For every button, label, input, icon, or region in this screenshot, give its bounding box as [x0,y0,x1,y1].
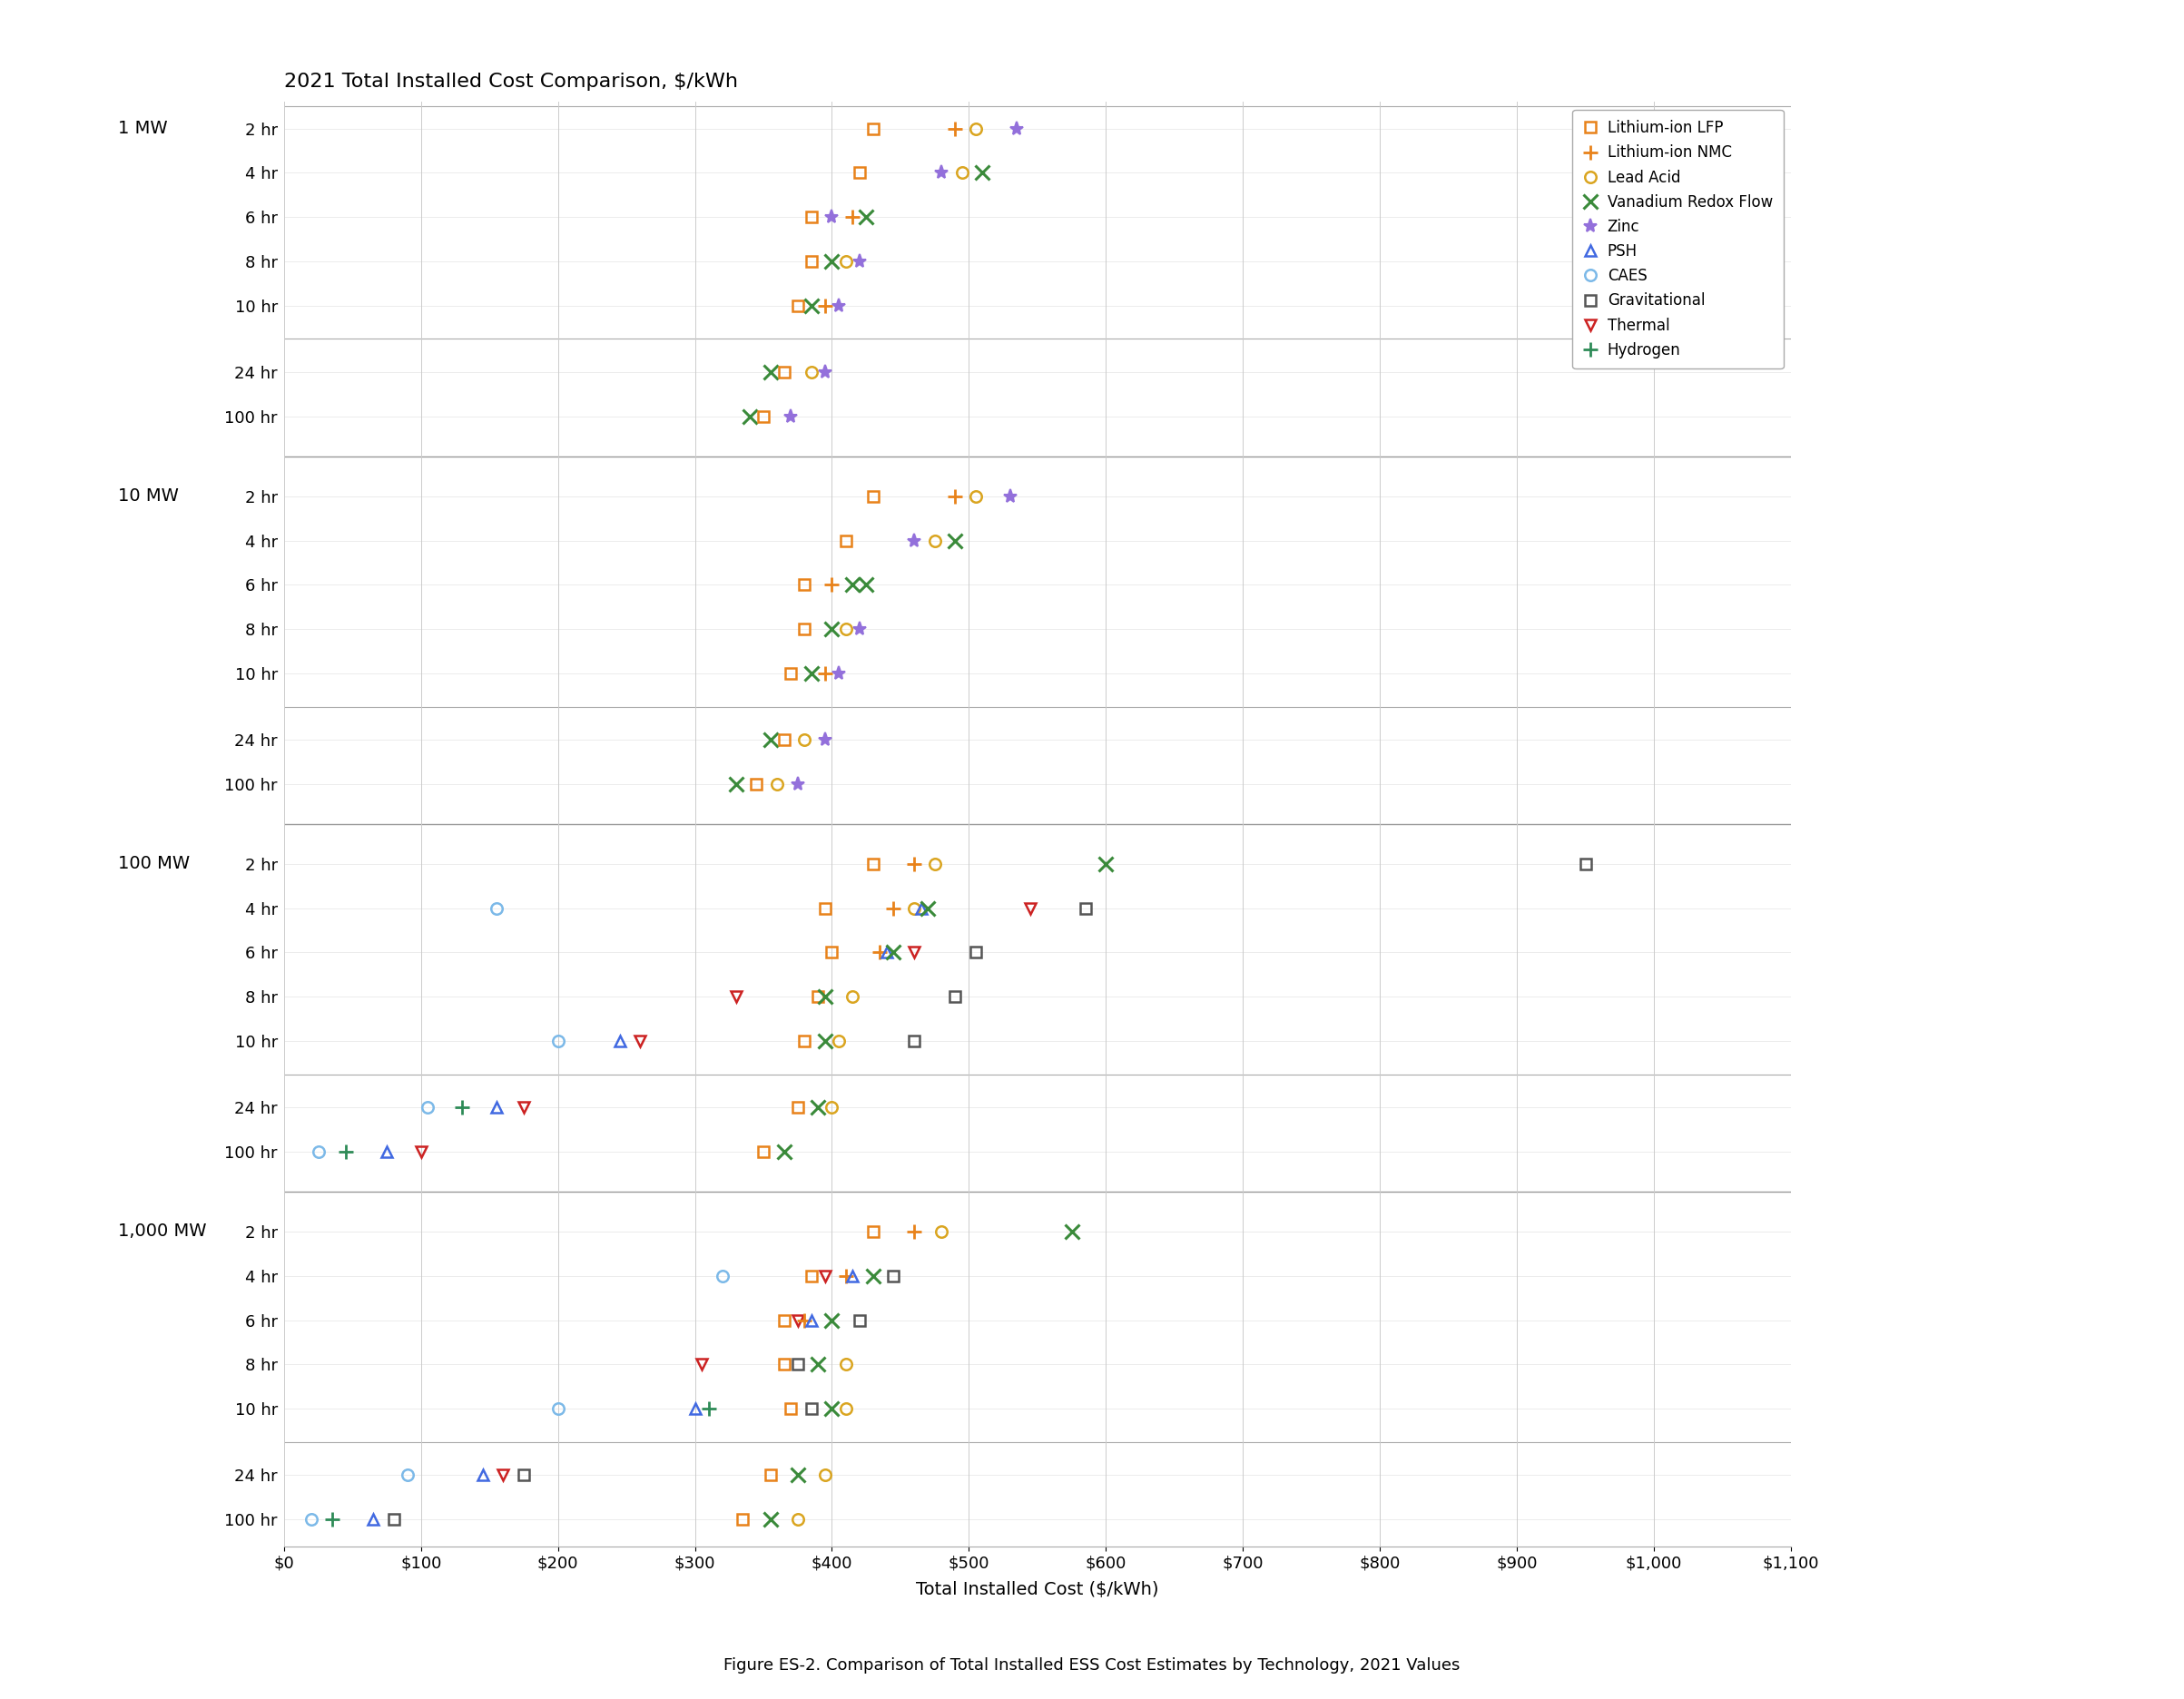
Text: 1,000 MW: 1,000 MW [118,1223,207,1240]
Text: 10 MW: 10 MW [118,488,179,505]
Text: 100 MW: 100 MW [118,855,190,873]
Text: Figure ES-2. Comparison of Total Installed ESS Cost Estimates by Technology, 202: Figure ES-2. Comparison of Total Install… [723,1657,1461,1674]
Text: 2021 Total Installed Cost Comparison, $/kWh: 2021 Total Installed Cost Comparison, $/… [284,73,738,90]
Legend: Lithium-ion LFP, Lithium-ion NMC, Lead Acid, Vanadium Redox Flow, Zinc, PSH, CAE: Lithium-ion LFP, Lithium-ion NMC, Lead A… [1572,109,1784,369]
X-axis label: Total Installed Cost ($/kWh): Total Installed Cost ($/kWh) [915,1582,1160,1599]
Text: 1 MW: 1 MW [118,121,168,138]
